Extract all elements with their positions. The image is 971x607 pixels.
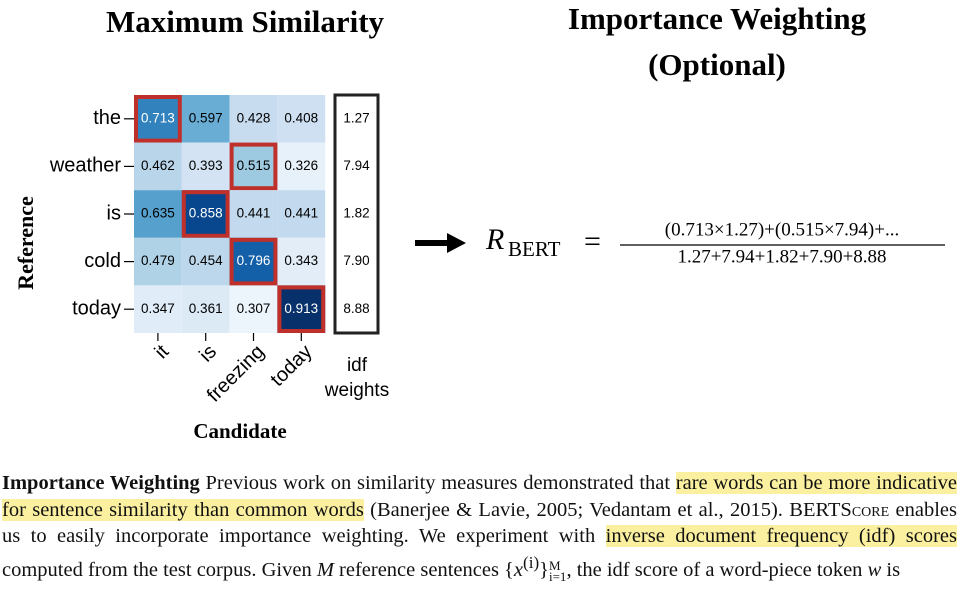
cell-value: 0.713 — [141, 110, 175, 125]
idf-value: 8.88 — [343, 301, 369, 316]
cell-value: 0.347 — [141, 301, 175, 316]
row-label: today — [72, 297, 121, 319]
text-run: is — [881, 558, 901, 581]
cell-value: 0.479 — [141, 253, 175, 268]
text-run: M — [316, 558, 334, 581]
heatmap-cell — [181, 285, 230, 333]
idf-value: 1.27 — [343, 110, 369, 125]
cell-value: 0.428 — [237, 110, 271, 125]
text-run: (i) — [523, 552, 540, 572]
heatmap-cell — [181, 142, 230, 191]
cell-value: 0.635 — [141, 206, 175, 221]
idf-value: 1.82 — [343, 206, 369, 221]
text-run: } — [539, 558, 549, 581]
max-highlight — [277, 285, 326, 333]
script-sub: i=1 — [548, 568, 567, 584]
figure: Maximum Similarity Importance Weighting … — [13, 1, 945, 443]
paragraph: Importance Weighting Previous work on si… — [2, 470, 957, 583]
max-highlight — [134, 95, 182, 143]
text-run: Importance Weighting — [2, 472, 200, 494]
heatmap-cell — [229, 190, 278, 238]
heatmap-cell — [134, 237, 182, 286]
heatmap-cell — [229, 237, 278, 286]
text-run: computed from the test corpus. Given — [2, 558, 317, 581]
heatmap-cell — [277, 237, 326, 286]
text-run: (Banerjee & Lavie, 2005; Vedantam et al.… — [363, 498, 790, 521]
idf-label: weights — [324, 380, 389, 401]
text-run: , the idf score of a word-piece token — [566, 558, 868, 581]
idf-box — [333, 93, 380, 335]
formula-lhs: R — [485, 223, 504, 256]
idf-value: 7.94 — [343, 158, 370, 173]
column-label: it — [151, 340, 174, 363]
text-run: enables us to easily incorporate importa… — [2, 498, 957, 548]
column-label: is — [195, 341, 221, 367]
formula-lhs-sub: BERT — [508, 237, 561, 261]
heatmap-cell — [134, 190, 182, 238]
cell-value: 0.796 — [237, 253, 271, 268]
max-highlight — [229, 142, 278, 191]
idf-value: 7.90 — [343, 253, 369, 268]
heatmap-cell — [181, 190, 230, 238]
arrow-head — [447, 233, 466, 253]
heatmap-cell — [229, 142, 278, 191]
cell-value: 0.393 — [189, 158, 223, 173]
cell-value: 0.515 — [237, 158, 271, 173]
idf-label: idf — [347, 355, 368, 376]
cell-value: 0.361 — [189, 301, 223, 316]
cell-value: 0.408 — [284, 110, 318, 125]
heatmap: the 0.713 0.597 0.428 0.408 weather 0.462 0.393… — [49, 93, 389, 407]
importance-title: Importance Weighting — [568, 1, 867, 36]
heatmap-cell — [277, 285, 326, 333]
cell-value: 0.307 — [237, 301, 271, 316]
heatmap-cell — [229, 285, 278, 333]
max-highlight — [229, 237, 278, 286]
text-run: inverse document frequency (idf) scores — [605, 525, 957, 547]
heatmap-cell — [229, 95, 278, 143]
column-label: today — [266, 341, 316, 391]
cell-value: 0.326 — [284, 158, 318, 173]
heatmap-cell — [134, 142, 182, 191]
text-run: BERTScore — [789, 498, 890, 521]
text-run: reference sentences { — [333, 558, 514, 581]
text-run: w — [867, 558, 882, 581]
text-run: Previous work on similarity measures dem… — [199, 472, 676, 494]
cell-value: 0.441 — [237, 206, 271, 221]
heatmap-cell — [134, 285, 182, 333]
formula-denominator: 1.27+7.94+1.82+7.90+8.88 — [677, 246, 886, 267]
row-label: the — [93, 107, 121, 129]
heatmap-cell — [277, 190, 326, 238]
cell-value: 0.454 — [189, 253, 223, 268]
row-label: is — [107, 202, 121, 224]
script-sup: M — [548, 557, 561, 573]
heatmap-title: Maximum Similarity — [106, 4, 385, 39]
cell-value: 0.858 — [189, 206, 223, 221]
cell-value: 0.462 — [141, 158, 175, 173]
heatmap-cell — [134, 95, 182, 143]
formula-equals: = — [584, 225, 601, 258]
row-label: cold — [84, 250, 121, 272]
cell-value: 0.913 — [284, 301, 318, 316]
heatmap-cell — [181, 237, 230, 286]
cell-value: 0.597 — [189, 110, 223, 125]
row-label: weather — [49, 155, 121, 177]
heatmap-cell — [277, 142, 326, 191]
text-run: x — [513, 558, 524, 581]
importance-title: (Optional) — [648, 47, 786, 82]
cell-value: 0.343 — [284, 253, 318, 268]
heatmap-cell — [181, 95, 230, 143]
x-axis-label: Candidate — [193, 419, 286, 443]
y-axis-label: Reference — [13, 196, 38, 290]
formula-numerator: (0.713×1.27)+(0.515×7.94)+... — [665, 219, 899, 240]
heatmap-cell — [277, 95, 326, 143]
cell-value: 0.441 — [284, 206, 318, 221]
max-highlight — [181, 190, 230, 238]
